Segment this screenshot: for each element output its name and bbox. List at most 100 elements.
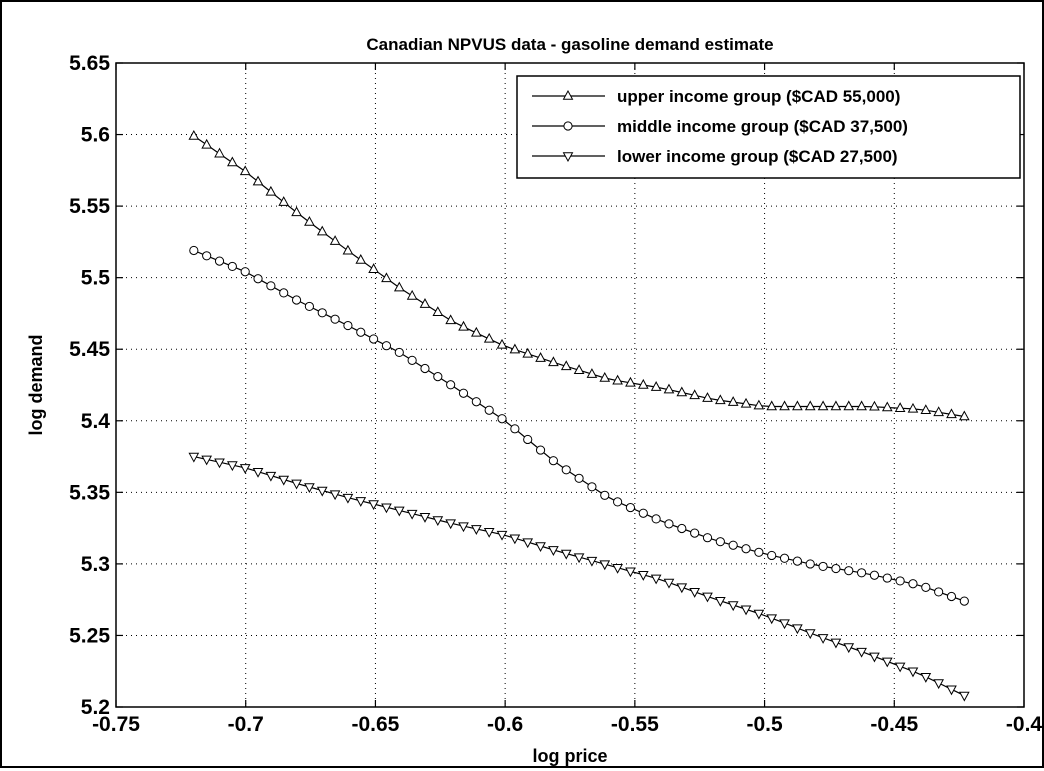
data-point [407, 355, 417, 365]
legend-item: upper income group ($CAD 55,000) [532, 87, 900, 106]
data-point [818, 561, 828, 572]
data-point [227, 156, 238, 167]
x-tick-label: -0.55 [611, 713, 659, 736]
legend-label: middle income group ($CAD 37,500) [617, 117, 908, 136]
data-point [265, 185, 277, 196]
data-point [304, 301, 315, 312]
y-axis-title: log demand [26, 334, 46, 435]
data-point [817, 634, 829, 644]
data-point [946, 408, 957, 419]
data-point [253, 274, 263, 284]
series-triangle-down [188, 452, 970, 702]
data-point [702, 533, 713, 543]
chart-title: Canadian NPVUS data - gasoline demand es… [366, 35, 773, 54]
data-point [239, 464, 251, 474]
data-point [406, 509, 418, 520]
data-point [625, 567, 636, 578]
data-point [779, 400, 790, 411]
legend-marker [562, 89, 574, 100]
data-point [946, 591, 957, 602]
data-point [291, 479, 302, 490]
data-point [767, 550, 777, 561]
y-tick-label: 5.4 [81, 410, 111, 433]
data-point [573, 553, 585, 564]
y-tick-label: 5.65 [69, 52, 110, 75]
data-point [625, 376, 636, 387]
legend-label: lower income group ($CAD 27,500) [617, 147, 898, 166]
data-point [754, 547, 764, 557]
data-point [278, 475, 290, 486]
x-tick-label: -0.75 [92, 713, 140, 736]
data-point [483, 332, 495, 343]
data-point [586, 368, 598, 378]
data-point [958, 410, 970, 421]
data-point [458, 320, 469, 331]
data-point [252, 467, 264, 478]
data-point [356, 327, 366, 337]
plot-area [115, 62, 1025, 708]
data-point [548, 356, 559, 367]
data-point [368, 500, 379, 511]
data-point [805, 559, 815, 569]
data-point [291, 295, 302, 305]
data-point [613, 497, 623, 507]
data-point [420, 363, 430, 374]
y-tick-label: 5.2 [81, 696, 110, 719]
data-point [188, 452, 200, 463]
data-point [535, 352, 546, 362]
data-point [677, 523, 687, 534]
data-point [908, 579, 918, 589]
data-point [663, 578, 675, 589]
data-point [394, 347, 404, 358]
data-point [894, 402, 906, 412]
x-tick-label: -0.5 [746, 713, 783, 736]
data-point [676, 583, 688, 594]
data-point [907, 667, 919, 678]
data-point [856, 400, 867, 411]
data-point [201, 455, 213, 466]
legend-label: upper income group ($CAD 55,000) [617, 87, 900, 106]
data-point [316, 486, 328, 497]
data-point [766, 400, 778, 411]
data-point [856, 568, 867, 578]
y-tick-label: 5.45 [69, 338, 110, 361]
data-point [304, 216, 315, 226]
data-point [881, 401, 893, 412]
data-point [946, 685, 957, 696]
data-point [920, 673, 932, 683]
data-point [433, 372, 443, 382]
data-point [560, 549, 572, 560]
series-triangle-up [188, 129, 970, 421]
data-point [201, 138, 213, 149]
data-point [316, 225, 328, 236]
data-point [689, 588, 700, 598]
data-point [600, 490, 610, 500]
y-tick-label: 5.3 [81, 553, 110, 576]
y-tick-label: 5.5 [81, 267, 111, 290]
data-point [419, 298, 431, 308]
data-point [471, 326, 482, 337]
data-point [728, 540, 738, 550]
data-point [882, 573, 892, 583]
data-point [727, 396, 739, 406]
axis-ticks: -0.75 -0.7 -0.65 -0.6 -0.55 -0.5 -0.45 -0.45.25… [69, 52, 1042, 736]
data-point [907, 402, 919, 413]
data-point [484, 405, 494, 415]
data-point [753, 609, 765, 620]
data-point [252, 175, 264, 186]
data-point [921, 582, 931, 592]
data-point [599, 371, 611, 382]
legend-item: middle income group ($CAD 37,500) [532, 117, 908, 136]
data-point [766, 614, 778, 625]
data-point [573, 364, 585, 374]
data-point [510, 424, 520, 434]
data-point [702, 592, 713, 603]
data-point [496, 338, 508, 349]
data-point [740, 397, 752, 408]
data-point [715, 537, 725, 547]
data-point [317, 308, 327, 318]
data-point [393, 281, 405, 292]
data-point [651, 514, 661, 524]
